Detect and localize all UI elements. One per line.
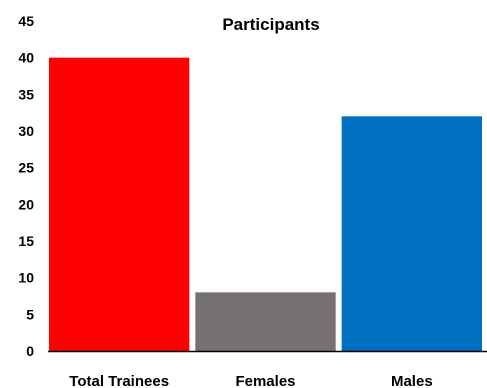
chart-title: Participants (222, 15, 319, 34)
bar-males (341, 116, 482, 351)
y-tick-label: 45 (18, 13, 34, 29)
bar-total-trainees (49, 57, 190, 352)
y-axis-tick-labels: 0 5 10 15 20 25 30 35 40 45 (18, 13, 34, 359)
x-category-label: Total Trainees (69, 373, 169, 388)
y-tick-label: 10 (18, 270, 34, 286)
y-tick-label: 20 (18, 196, 34, 212)
x-axis-category-labels: Total Trainees Females Males (69, 373, 432, 388)
bar-females (195, 292, 336, 351)
y-tick-label: 40 (18, 50, 34, 66)
y-tick-label: 0 (26, 343, 34, 359)
y-tick-label: 30 (18, 123, 34, 139)
y-tick-label: 5 (26, 306, 34, 322)
y-tick-label: 15 (18, 233, 34, 249)
x-category-label: Females (235, 373, 295, 388)
y-tick-label: 25 (18, 160, 34, 176)
bars-group (49, 57, 482, 352)
y-tick-label: 35 (18, 86, 34, 102)
x-category-label: Males (391, 373, 433, 388)
